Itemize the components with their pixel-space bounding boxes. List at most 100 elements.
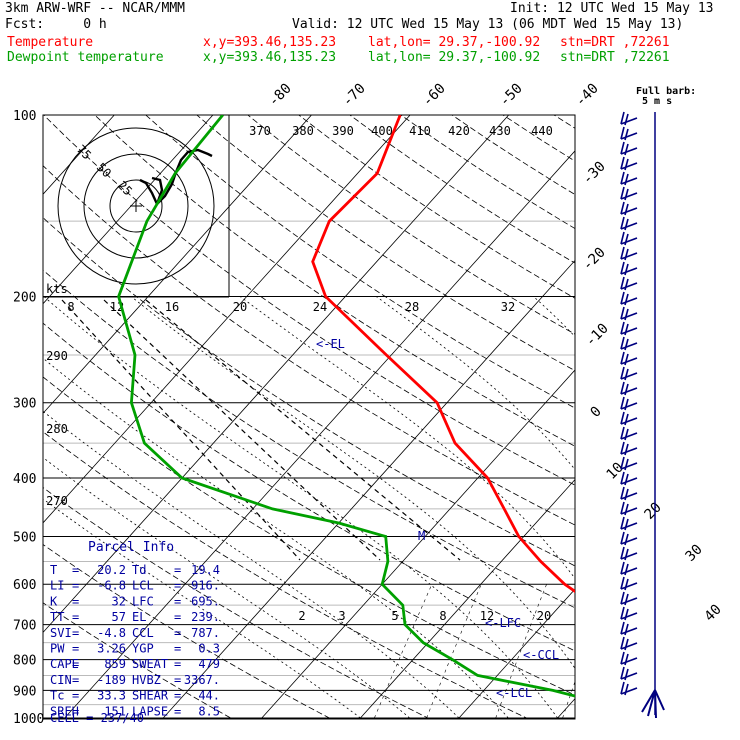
dry-adiabat-line	[43, 115, 575, 486]
wind-barb	[620, 267, 638, 275]
moist-adiabat-line	[43, 498, 361, 719]
el-marker-label: <-EL	[316, 337, 345, 351]
wind-barb-flag	[620, 501, 625, 515]
wind-barb-flag	[620, 171, 625, 185]
wind-barb-flag	[624, 578, 629, 591]
parcel-param-value: 787.	[191, 626, 220, 640]
wind-barb	[620, 357, 638, 365]
wind-barb-flag	[624, 263, 629, 276]
isotherm-label: 30	[683, 542, 706, 565]
parcel-equals: =	[174, 704, 181, 718]
wind-barb-flag	[620, 126, 625, 140]
parcel-equals: =	[72, 642, 79, 656]
parcel-param-value: 916.	[191, 579, 220, 593]
dry-adiabat-line	[94, 115, 575, 447]
theta-label: 270	[46, 494, 68, 508]
theta-e-label: 370	[249, 124, 271, 138]
theta-e-label: 410	[409, 124, 431, 138]
plot-frame	[42, 114, 576, 720]
parcel-equals: =	[72, 610, 79, 624]
parcel-param-value: -4.8	[97, 626, 126, 640]
wind-barb-flag	[620, 411, 625, 425]
theta-e-label: 440	[531, 124, 553, 138]
forecast-hour: Fcst: 0 h	[5, 17, 107, 32]
wind-barb	[620, 327, 638, 335]
wind-barb-flag	[624, 308, 629, 321]
parcel-param-value: 0.3	[198, 642, 220, 656]
wind-barb-flag	[624, 248, 629, 261]
wind-barb	[620, 522, 638, 530]
mixing-ratio-label: 3	[338, 609, 345, 623]
mixing-ratio-label: 12	[480, 609, 494, 623]
parcel-param-value: 239.	[191, 610, 220, 624]
parcel-param-name: SREH	[50, 704, 79, 718]
wind-barb-flag	[620, 216, 625, 230]
parcel-param-name: CIN	[50, 673, 72, 687]
wind-barb-flag	[620, 396, 625, 410]
wind-barb-flag	[624, 368, 629, 381]
legend-dewpoint-name: Dewpoint temperature	[7, 50, 164, 65]
parcel-equals: =	[72, 657, 79, 671]
dry-adiabat-line	[400, 115, 575, 229]
wind-barb-flag	[620, 321, 625, 335]
moist-adiabat-line	[533, 296, 575, 338]
wind-barb	[620, 117, 638, 125]
isotherm-label: -20	[580, 245, 609, 274]
dry-adiabat-line	[247, 115, 575, 335]
wind-barb-flag	[620, 486, 625, 500]
parcel-param-value: 3367.	[184, 673, 220, 687]
wind-barb-flag	[624, 668, 629, 681]
isotherm-label: 20	[642, 500, 665, 523]
isotherm-label: 40	[702, 602, 725, 625]
dry-adiabat-line	[43, 269, 575, 609]
wind-barb-flag	[624, 278, 629, 291]
isotherm-line	[162, 259, 575, 719]
moist-adiabat-line	[43, 457, 410, 719]
parcel-equals: =	[174, 610, 181, 624]
wind-barb-flag	[620, 546, 625, 560]
wind-barb-flag	[624, 518, 629, 531]
wind-barb-flag	[624, 653, 629, 666]
isotherm-line	[656, 115, 740, 718]
wind-barb-flag	[620, 231, 625, 245]
dewpoint-line	[117, 115, 575, 698]
wind-barb-flag	[624, 623, 629, 636]
theta-e-label: 420	[448, 124, 470, 138]
wind-barb	[620, 147, 638, 155]
parcel-param-value: 859	[104, 657, 126, 671]
parcel-param-name: YGP	[132, 642, 154, 656]
wind-barb	[620, 417, 638, 425]
wind-barb-flag	[624, 353, 629, 366]
wind-barb	[620, 132, 638, 140]
parcel-param-value: 8.5	[198, 704, 220, 718]
wind-barb-flag	[620, 366, 625, 380]
wind-barb	[620, 162, 638, 170]
parcel-param-value: 44.	[198, 689, 220, 703]
parcel-param-name: CCL	[132, 626, 154, 640]
legend-dewpoint-xy: x,y=393.46,135.23	[203, 50, 337, 65]
dry-adiabat-line	[43, 487, 431, 719]
wind-barb	[620, 387, 638, 395]
valid-time: Valid: 12 UTC Wed 15 May 13 (06 MDT Wed …	[292, 17, 684, 32]
theta-label: 280	[46, 422, 68, 436]
wind-barb	[620, 537, 638, 545]
hodograph-ring-label: 50	[94, 160, 114, 180]
wind-barb	[620, 447, 638, 455]
hodograph-speed-label: 16	[165, 300, 179, 314]
wind-barb-surface	[641, 689, 665, 719]
parcel-param-value: -6.8	[97, 579, 126, 593]
wind-barb-flag	[620, 516, 625, 530]
wind-barb-flag	[620, 441, 625, 455]
wind-barb	[620, 252, 638, 260]
parcel-param-value: 695.	[191, 594, 220, 608]
wind-barb-flag	[620, 591, 625, 605]
isotherm-line	[557, 698, 575, 719]
moist-adiabat-line	[376, 296, 575, 471]
isotherm-label: -40	[573, 81, 602, 110]
pressure-tick-label: 1000	[13, 712, 44, 727]
parcel-param-name: PW	[50, 642, 65, 656]
parcel-param-value: 3.26	[97, 642, 126, 656]
theta-label: 290	[46, 349, 68, 363]
hodograph-speed-label: 24	[313, 300, 327, 314]
isotherm-label: -10	[583, 321, 612, 350]
